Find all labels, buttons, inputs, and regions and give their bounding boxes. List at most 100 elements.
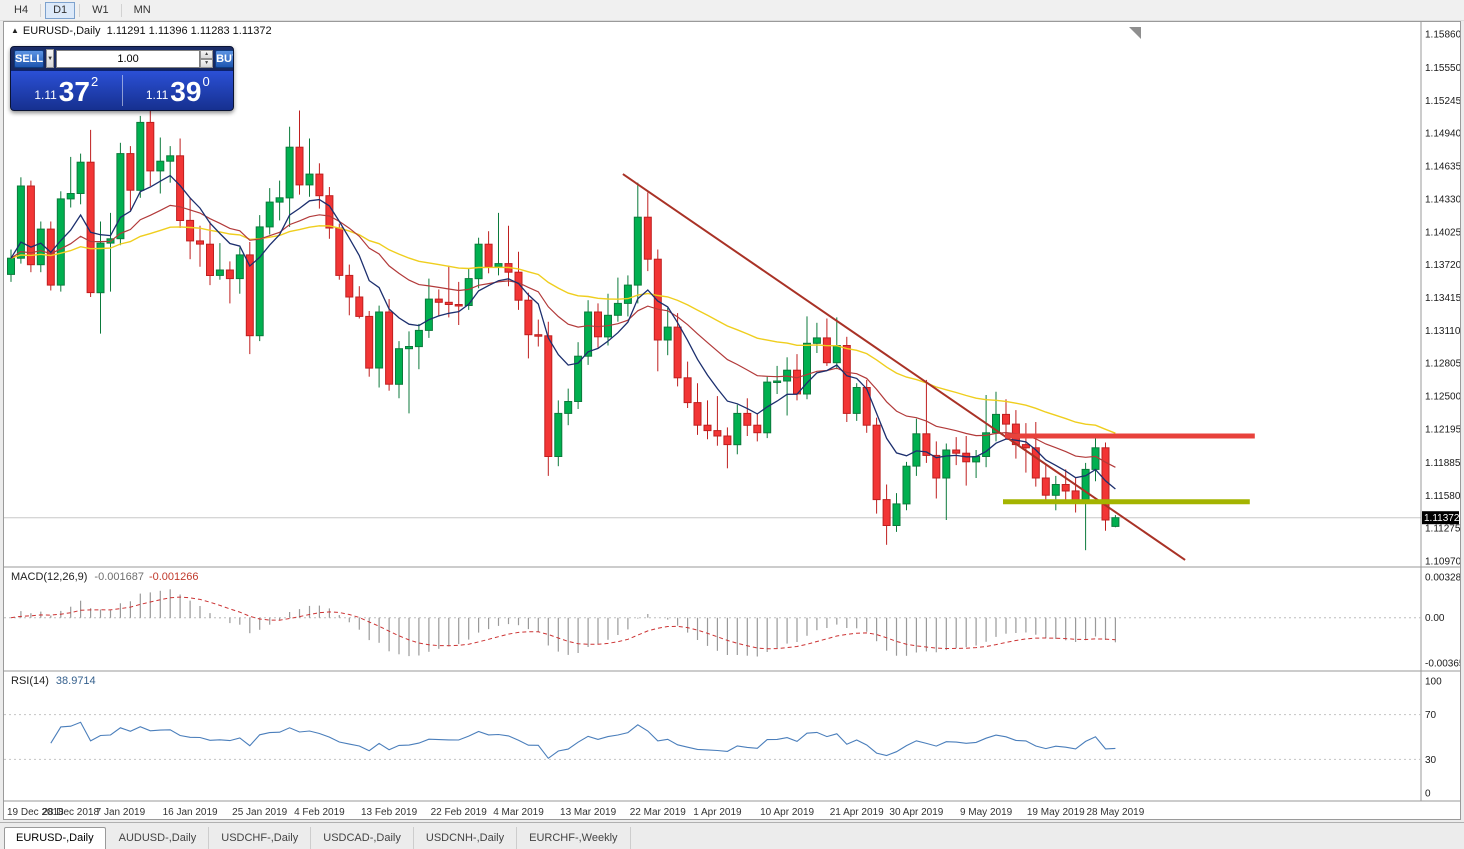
price-axis-label: 1.12500 [1425, 392, 1460, 403]
price-axis-label: 1.12805 [1425, 359, 1460, 370]
sell-button[interactable]: SELL [14, 49, 45, 68]
oct-order-row: SELL ▼ ▲ ▼ BUY [11, 47, 233, 70]
macd-axis-label: 0.00 [1425, 613, 1445, 624]
chart-tab-usdchf-daily[interactable]: USDCHF-,Daily [209, 827, 310, 849]
price-axis: 1.15860 1.15550 1.15245 1.14940 1.14635 1.143… [1425, 30, 1460, 568]
oct-price-row: 1.11 37 2 1.11 39 0 [11, 70, 233, 110]
macd-header: MACD(12,26,9) -0.001687 -0.001266 [11, 571, 199, 583]
chart-canvas[interactable]: 1.15860 1.15550 1.15245 1.14940 1.14635 1.143… [4, 22, 1460, 819]
date-axis-label: 4 Mar 2019 [493, 807, 544, 818]
macd-axis: 0.003287 0.00 -0.003655 [1425, 573, 1460, 670]
volume-increase-button[interactable]: ▲ [200, 49, 214, 59]
date-axis-label: 19 May 2019 [1027, 807, 1085, 818]
timeframe-toolbar: H4 D1 W1 MN [0, 0, 1464, 21]
buy-price-big: 39 [170, 76, 202, 107]
price-axis-label: 1.13720 [1425, 260, 1460, 271]
date-axis-label: 10 Apr 2019 [760, 807, 814, 818]
volume-input[interactable] [56, 49, 201, 68]
buy-price-sup: 0 [202, 74, 210, 89]
date-axis-label: 4 Feb 2019 [294, 807, 345, 818]
descending-trendline [622, 173, 1186, 561]
price-axis-label: 1.12195 [1425, 425, 1460, 436]
caret-down-icon: ▼ [47, 55, 54, 62]
rsi-label: RSI(14) [11, 675, 49, 687]
date-axis-label: 1 Apr 2019 [693, 807, 742, 818]
volume-spinner: ▲ ▼ [200, 49, 214, 68]
date-axis-label: 7 Jan 2019 [96, 807, 146, 818]
chart-ohlc-values: 1.11291 1.11396 1.11283 1.11372 [106, 25, 272, 37]
sell-price-display[interactable]: 1.11 37 2 [11, 71, 122, 110]
rsi-axis-label: 70 [1425, 710, 1437, 721]
chart-tab-eurusd-daily[interactable]: EURUSD-,Daily [4, 827, 106, 849]
ma-line-21 [10, 204, 1116, 468]
timeframe-button-mn[interactable]: MN [126, 2, 159, 19]
buy-button[interactable]: BUY [215, 49, 233, 68]
date-axis-label: 28 Dec 2018 [42, 807, 99, 818]
price-axis-label: 1.10970 [1425, 557, 1460, 568]
macd-signal-value: -0.001266 [148, 571, 199, 583]
rsi-axis-label: 100 [1425, 677, 1442, 688]
sell-price-sup: 2 [90, 74, 99, 89]
rsi-axis-label: 30 [1425, 755, 1437, 766]
toolbar-separator [120, 3, 122, 17]
macd-axis-label: 0.003287 [1425, 573, 1460, 584]
chart-window: 1.15860 1.15550 1.15245 1.14940 1.14635 1.143… [3, 21, 1461, 820]
chart-ohlc-header: ▲ EURUSD-,Daily 1.11291 1.11396 1.11283 1… [11, 25, 272, 37]
volume-field: ▲ ▼ [56, 49, 214, 68]
rsi-levels [4, 714, 1421, 760]
chart-tab-eurchf-weekly[interactable]: EURCHF-,Weekly [517, 827, 629, 849]
macd-signal-line [10, 596, 1116, 650]
rsi-axis: 100 70 30 0 [1425, 677, 1442, 800]
rsi-line [50, 721, 1116, 760]
macd-label: MACD(12,26,9) [11, 571, 88, 583]
timeframe-button-w1[interactable]: W1 [84, 2, 117, 19]
current-price-tag: 1.11372 [1422, 511, 1460, 525]
price-axis-label: 1.14025 [1425, 227, 1460, 238]
rsi-header: RSI(14) 38.9714 [11, 675, 96, 687]
timeframe-button-h4[interactable]: H4 [6, 2, 36, 19]
pane-separators [4, 22, 1460, 802]
price-axis-label: 1.15860 [1425, 30, 1460, 41]
ma-line-45 [10, 225, 1116, 434]
price-axis-label: 1.13110 [1425, 326, 1460, 337]
date-axis-label: 13 Mar 2019 [560, 807, 617, 818]
price-axis-label: 1.11885 [1425, 458, 1460, 469]
price-axis-label: 1.15550 [1425, 63, 1460, 74]
price-axis-label: 1.14330 [1425, 194, 1460, 205]
sell-price-big: 37 [58, 76, 90, 107]
macd-axis-label: -0.003655 [1425, 659, 1460, 670]
price-axis-label: 1.14940 [1425, 129, 1460, 140]
sell-price-small: 1.11 [34, 88, 57, 102]
svg-text:1.11372: 1.11372 [1424, 513, 1460, 524]
volume-preset-button[interactable]: ▼ [46, 49, 55, 68]
buy-price-small: 1.11 [145, 88, 169, 102]
chart-tab-usdcad-daily[interactable]: USDCAD-,Daily [311, 827, 413, 849]
buy-price-display[interactable]: 1.11 39 0 [123, 71, 234, 110]
timeframe-button-d1[interactable]: D1 [45, 1, 76, 19]
price-axis-label: 1.15245 [1425, 96, 1460, 107]
date-axis-label: 13 Feb 2019 [361, 807, 418, 818]
date-axis-label: 28 May 2019 [1086, 807, 1144, 818]
date-axis-label: 19 Dec 2018 [7, 807, 64, 818]
ma-line-8 [10, 174, 1116, 490]
toolbar-separator [79, 3, 81, 17]
oct-divider [121, 75, 123, 106]
volume-decrease-button[interactable]: ▼ [200, 58, 214, 68]
date-axis-label: 22 Mar 2019 [630, 807, 687, 818]
chart-tabs: EURUSD-,Daily AUDUSD-,Daily USDCHF-,Daily U… [0, 822, 1464, 849]
price-axis-label: 1.13415 [1425, 293, 1460, 304]
date-axis-label: 22 Feb 2019 [431, 807, 488, 818]
date-axis-label: 9 May 2019 [960, 807, 1013, 818]
price-axis-label: 1.14635 [1425, 162, 1460, 173]
chart-tab-usdcnh-daily[interactable]: USDCNH-,Daily [414, 827, 516, 849]
macd-value: -0.001687 [94, 571, 144, 583]
rsi-axis-label: 0 [1425, 789, 1431, 800]
date-axis-label: 25 Jan 2019 [232, 807, 287, 818]
collapse-oct-icon[interactable]: ▲ [11, 26, 19, 35]
macd-histogram [20, 589, 1117, 657]
date-axis-label: 21 Apr 2019 [830, 807, 884, 818]
chart-tab-audusd-daily[interactable]: AUDUSD-,Daily [107, 827, 209, 849]
